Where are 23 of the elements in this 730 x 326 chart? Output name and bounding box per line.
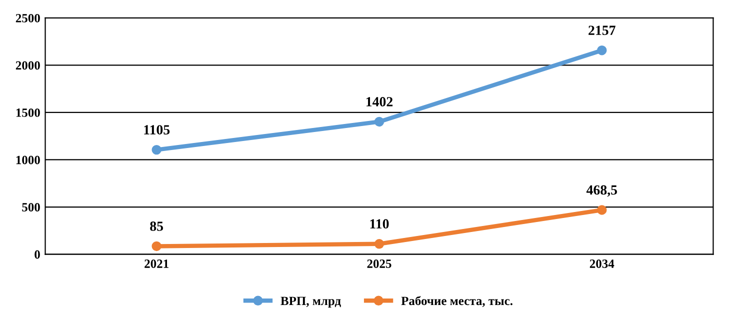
- point: [152, 144, 162, 155]
- y-tick-label: 1500: [16, 108, 40, 117]
- point: [152, 241, 162, 252]
- data-label: 468,5: [586, 185, 617, 197]
- data-label: 110: [370, 219, 389, 229]
- y-tick-label: 500: [22, 203, 40, 212]
- y-tick-label: 1000: [16, 156, 40, 164]
- point: [374, 116, 384, 127]
- data-label: 1402: [366, 97, 393, 106]
- point: [374, 239, 384, 249]
- point: [597, 45, 607, 56]
- x-tick-label: 2025: [367, 260, 392, 268]
- y-tick-label: 2000: [16, 61, 40, 70]
- data-label: 2157: [588, 26, 616, 36]
- y-tick-label: 0: [34, 250, 40, 259]
- legend-label: ВРП, млрд: [280, 296, 341, 308]
- legend-label: Рабочие места, тыс.: [401, 296, 512, 307]
- x-tick-label: 2034: [590, 260, 614, 268]
- x-tick-label: 2021: [144, 260, 168, 268]
- point: [597, 205, 607, 215]
- data-label: 85: [150, 222, 164, 231]
- y-tick-label: 2500: [16, 14, 40, 22]
- data-label: 1105: [144, 125, 170, 134]
